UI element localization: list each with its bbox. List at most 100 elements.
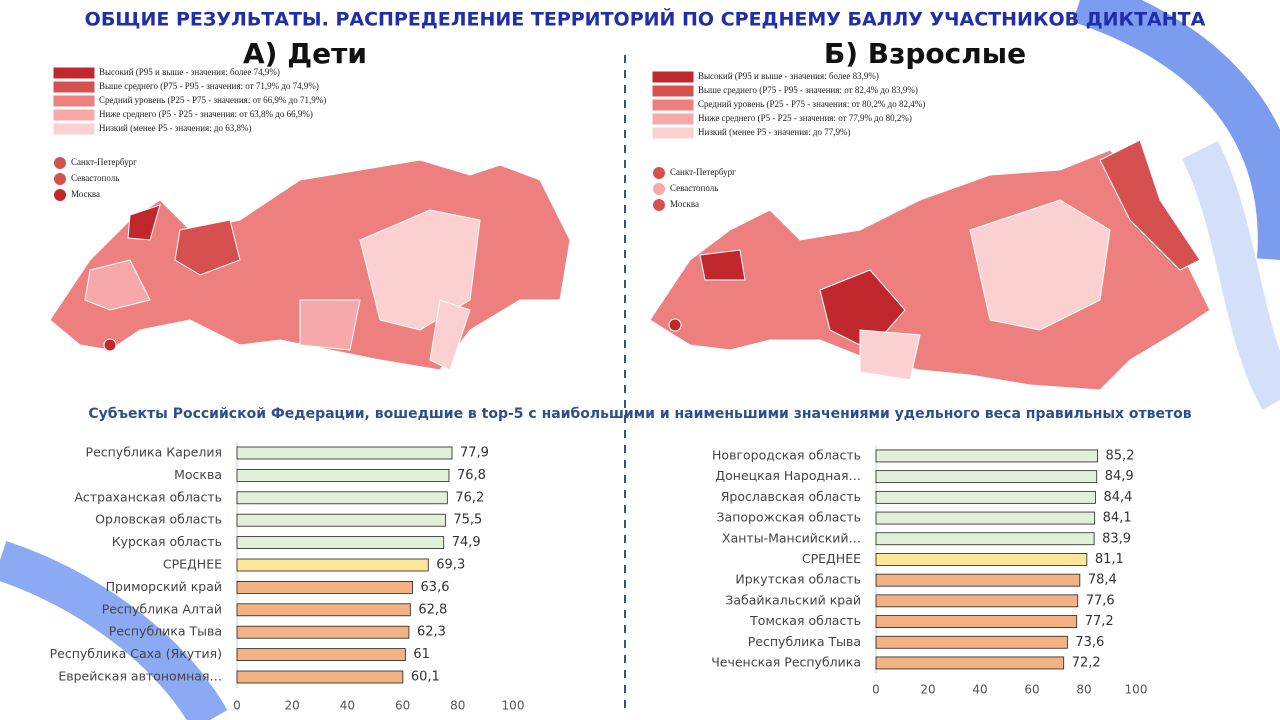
- city-label: Москва: [670, 199, 699, 209]
- value-label: 84,9: [1105, 469, 1134, 484]
- x-tick-label: 20: [285, 699, 300, 713]
- x-tick-label: 80: [1076, 683, 1091, 697]
- x-tick-label: 100: [1125, 683, 1148, 697]
- legend-label: Средний уровень (P25 - P75 - значения: о…: [698, 99, 925, 109]
- city-label: Севастополь: [670, 183, 718, 193]
- category-label: Новгородская область: [712, 447, 861, 462]
- x-tick-label: 60: [1024, 683, 1039, 697]
- legend-label: Выше среднего (P75 - P95 - значения: от …: [698, 85, 918, 95]
- category-label: Курская область: [112, 534, 222, 549]
- bar: [875, 594, 1079, 608]
- bar: [875, 573, 1081, 587]
- legend-swatch: [651, 70, 695, 84]
- value-label: 84,4: [1103, 490, 1132, 505]
- bar: [875, 553, 1088, 566]
- bar: [236, 446, 453, 460]
- category-label: Иркутская область: [735, 572, 861, 587]
- legend-label: Выше среднего (P75 - P95 - значения: от …: [99, 81, 319, 91]
- bar: [875, 635, 1068, 649]
- city-label: Санкт-Петербург: [670, 167, 736, 177]
- bar: [236, 468, 450, 482]
- category-label: Чеченская Республика: [711, 654, 861, 669]
- value-label: 63,6: [421, 580, 450, 595]
- category-label: СРЕДНЕЕ: [802, 551, 861, 566]
- city-marker: [653, 183, 665, 195]
- category-label: СРЕДНЕЕ: [163, 557, 222, 572]
- category-label: Ханты-Мансийский…: [722, 530, 861, 545]
- value-label: 77,9: [460, 446, 489, 461]
- value-label: 72,2: [1072, 655, 1101, 670]
- value-label: 62,8: [418, 602, 447, 617]
- value-label: 76,8: [457, 468, 486, 483]
- category-label: Запорожская область: [717, 510, 861, 525]
- legend-swatch: [52, 66, 96, 80]
- category-label: Ярославская область: [721, 489, 861, 504]
- value-label: 69,3: [436, 558, 465, 573]
- value-label: 85,2: [1106, 448, 1135, 463]
- bar: [236, 581, 413, 594]
- bar: [875, 532, 1095, 546]
- category-label: Республика Саха (Якутия): [50, 646, 222, 661]
- city-marker: [653, 199, 665, 211]
- category-label: Донецкая Народная…: [715, 468, 861, 483]
- category-label: Приморский край: [106, 579, 222, 594]
- legend-label: Средний уровень (P25 - P75 - значения: о…: [99, 95, 326, 105]
- map-children: [49, 159, 571, 371]
- legend-label: Ниже среднего (P5 - P25 - значения: от 6…: [99, 109, 313, 119]
- category-label: Еврейская автономная…: [58, 669, 222, 684]
- value-label: 83,9: [1102, 531, 1131, 546]
- category-label: Астраханская область: [74, 489, 222, 504]
- legend-swatch: [52, 122, 96, 136]
- bar: [875, 615, 1078, 628]
- legend-swatch: [651, 112, 695, 126]
- value-label: 73,6: [1075, 635, 1104, 650]
- bar: [236, 536, 445, 549]
- category-label: Республика Карелия: [86, 445, 222, 460]
- legend-label: Ниже среднего (P5 - P25 - значения: от 7…: [698, 113, 912, 123]
- value-label: 61: [413, 647, 430, 662]
- category-label: Республика Тыва: [748, 634, 861, 649]
- city-marker: [54, 173, 66, 185]
- bar: [875, 656, 1065, 670]
- map-adults: [649, 139, 1211, 391]
- bar: [236, 670, 404, 684]
- x-tick-label: 20: [920, 683, 935, 697]
- legend-label: Низкий (менее P5 - значения: до 63,8%): [99, 123, 252, 133]
- category-label: Томская область: [749, 613, 861, 628]
- value-label: 60,1: [411, 670, 440, 685]
- legend-swatch: [651, 84, 695, 98]
- category-label: Орловская область: [95, 512, 222, 527]
- city-label: Москва: [71, 189, 100, 199]
- x-tick-label: 80: [450, 699, 465, 713]
- city-label: Санкт-Петербург: [71, 157, 137, 167]
- charts-title: Субъекты Российской Федерации, вошедшие …: [88, 406, 1191, 422]
- bar: [236, 513, 446, 527]
- value-label: 78,4: [1088, 573, 1117, 588]
- category-label: Москва: [174, 467, 222, 482]
- map-heading: Б) Взрослые: [824, 37, 1026, 70]
- value-label: 81,1: [1095, 552, 1124, 567]
- legend-swatch: [52, 94, 96, 108]
- value-label: 84,1: [1103, 511, 1132, 526]
- slide-title: ОБЩИЕ РЕЗУЛЬТАТЫ. РАСПРЕДЕЛЕНИЕ ТЕРРИТОР…: [85, 8, 1206, 31]
- city-label: Севастополь: [71, 173, 119, 183]
- bar: [236, 648, 406, 661]
- legend-label: Низкий (менее P5 - значения: до 77,9%): [698, 127, 851, 137]
- legend-swatch: [52, 80, 96, 94]
- value-label: 62,3: [417, 625, 446, 640]
- x-tick-label: 40: [340, 699, 355, 713]
- legend-label: Высокий (P95 и выше - значения: более 74…: [99, 67, 280, 77]
- bar: [875, 511, 1096, 525]
- bar: [236, 491, 448, 505]
- legend-swatch: [52, 108, 96, 122]
- value-label: 74,9: [452, 535, 481, 550]
- x-tick-label: 0: [872, 683, 880, 697]
- bar: [236, 625, 410, 639]
- category-label: Республика Тыва: [109, 624, 222, 639]
- legend-label: Высокий (P95 и выше - значения: более 83…: [698, 71, 879, 81]
- value-label: 77,6: [1086, 593, 1115, 608]
- bar: [236, 558, 429, 572]
- city-marker: [54, 157, 66, 169]
